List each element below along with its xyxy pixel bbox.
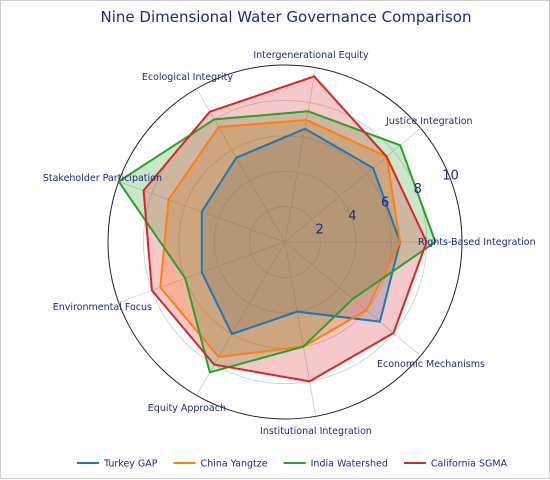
radar-spoke	[284, 67, 317, 243]
radial-tick-label: 10	[442, 168, 459, 183]
legend-label: India Watershed	[311, 459, 388, 470]
axis-label: Intergenerational Equity	[253, 50, 369, 61]
legend-label: Turkey GAP	[103, 459, 158, 470]
series-area	[118, 111, 436, 373]
radial-tick-label: 6	[381, 195, 389, 210]
radar-tick-labels: 2 4 6 8 10	[316, 168, 459, 237]
series-line	[117, 110, 437, 374]
legend-label: California SGMA	[431, 459, 508, 470]
radar-spoke	[196, 88, 286, 243]
radial-tick-label: 2	[316, 223, 324, 238]
radar-axis-labels: Rights-Based Integration Justice Integrat…	[43, 50, 536, 437]
axis-label: Equity Approach	[148, 403, 226, 414]
chart-title: Nine Dimensional Water Governance Compar…	[101, 8, 472, 26]
series-area	[160, 120, 401, 357]
axis-label: Economic Mechanisms	[377, 359, 485, 370]
chart-legend: Turkey GAP China Yangtze India Watershed Ca…	[77, 459, 508, 470]
legend-label: China Yangtze	[201, 459, 268, 470]
axis-label: Ecological Integrity	[142, 72, 234, 83]
axis-label: Environmental Focus	[53, 302, 152, 313]
series-area	[201, 128, 401, 334]
radar-series-layer	[117, 75, 437, 383]
radar-spoke	[284, 241, 317, 417]
axis-label: Rights-Based Integration	[418, 237, 536, 248]
radar-spoke	[196, 241, 286, 396]
axis-label: Justice Integration	[385, 116, 473, 127]
series-line	[142, 75, 428, 383]
series-line	[200, 127, 402, 336]
series-area	[143, 76, 427, 382]
radar-spoke	[284, 127, 421, 243]
axis-label: Institutional Integration	[260, 426, 372, 437]
radial-tick-label: 4	[348, 209, 356, 224]
series-line	[159, 118, 402, 359]
axis-label: Stakeholder Participation	[43, 173, 162, 184]
radial-tick-label: 8	[414, 182, 422, 197]
